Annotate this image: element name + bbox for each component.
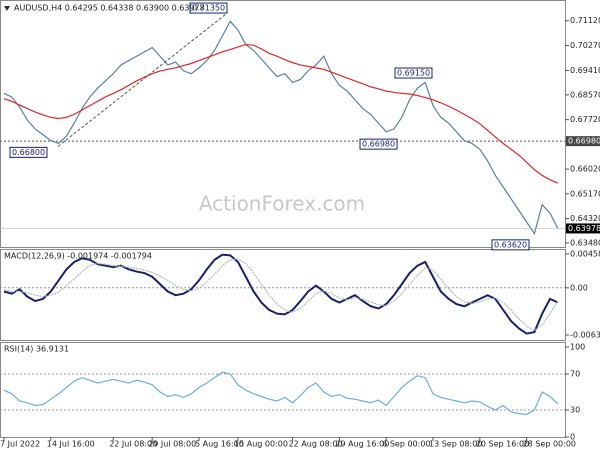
annotation-label: 0.66800 bbox=[12, 148, 45, 157]
x-tick-label: 20 Sep 16:00 bbox=[476, 440, 529, 449]
y-tick-label: 0.004583 bbox=[570, 250, 600, 259]
panel-title: MACD(12,26,9) -0.001974 -0.001794 bbox=[4, 252, 152, 261]
annotation-box bbox=[394, 67, 433, 79]
annotation-box bbox=[359, 138, 398, 150]
annotation-label: 0.66980 bbox=[362, 140, 395, 149]
series-line bbox=[3, 20, 559, 236]
x-tick-label: 14 Jul 16:00 bbox=[47, 440, 95, 449]
y-tick-label: -0.006397 bbox=[570, 331, 600, 340]
panel-title: RSI(14) 36.9131 bbox=[4, 345, 69, 354]
y-tick-label: 0.63480 bbox=[570, 238, 600, 247]
x-tick-label: 22 Jul 08:00 bbox=[109, 440, 157, 449]
annotation-box bbox=[491, 239, 530, 251]
x-tick-label: 29 Aug 16:00 bbox=[335, 440, 389, 449]
x-tick-label: 7 Jul 2022 bbox=[0, 440, 40, 449]
annotation-label: 0.69150 bbox=[397, 69, 430, 78]
y-tick-label: 30 bbox=[570, 406, 580, 415]
x-tick-label: 6 Sep 00:00 bbox=[382, 440, 430, 449]
y-tick-label: 0.00 bbox=[570, 283, 588, 292]
series-line bbox=[3, 371, 559, 416]
y-tick-label: 0.64320 bbox=[570, 214, 600, 223]
y-tick-label: 0.67720 bbox=[570, 115, 600, 124]
reference-label: 0.66980 bbox=[568, 137, 600, 146]
x-tick-label: 13 Sep 08:00 bbox=[429, 440, 482, 449]
y-tick-label: 0.70270 bbox=[570, 41, 600, 50]
annotation-label: 0.71350 bbox=[192, 4, 225, 13]
y-tick-label: 100 bbox=[570, 343, 585, 352]
panel-title: AUDUSD,H4 0.64295 0.64338 0.63900 0.6397… bbox=[14, 4, 205, 13]
trend-line bbox=[57, 13, 227, 147]
rsi-panel bbox=[0, 342, 566, 438]
y-tick-label: 0 bbox=[570, 433, 575, 442]
y-tick-label: 0.69410 bbox=[570, 66, 600, 75]
series-line bbox=[3, 43, 559, 184]
x-tick-label: 29 Jul 08:00 bbox=[148, 440, 196, 449]
y-tick-label: 0.66020 bbox=[570, 165, 600, 174]
x-tick-label: 15 Aug 00:00 bbox=[234, 440, 288, 449]
x-tick-label: 5 Aug 16:00 bbox=[195, 440, 244, 449]
price-panel bbox=[0, 0, 566, 248]
y-tick-label: 0.71120 bbox=[570, 16, 600, 25]
annotation-box bbox=[189, 2, 228, 14]
symbol-icon bbox=[4, 6, 10, 11]
y-tick-label: 0.65170 bbox=[570, 189, 600, 198]
watermark: ActionForex.com bbox=[199, 192, 365, 216]
reference-label-bg bbox=[566, 136, 600, 147]
x-tick-label: 28 Sep 00:00 bbox=[523, 440, 576, 449]
y-tick-label: 70 bbox=[570, 370, 580, 379]
last-price-bg bbox=[566, 223, 600, 234]
macd-panel bbox=[0, 249, 566, 341]
last-price-label: 0.63978 bbox=[568, 224, 600, 233]
x-tick-label: 22 Aug 08:00 bbox=[289, 440, 343, 449]
series-line bbox=[3, 258, 559, 332]
annotation-label: 0.63620 bbox=[494, 240, 527, 249]
y-tick-label: 0.68570 bbox=[570, 90, 600, 99]
annotation-box bbox=[9, 146, 48, 158]
